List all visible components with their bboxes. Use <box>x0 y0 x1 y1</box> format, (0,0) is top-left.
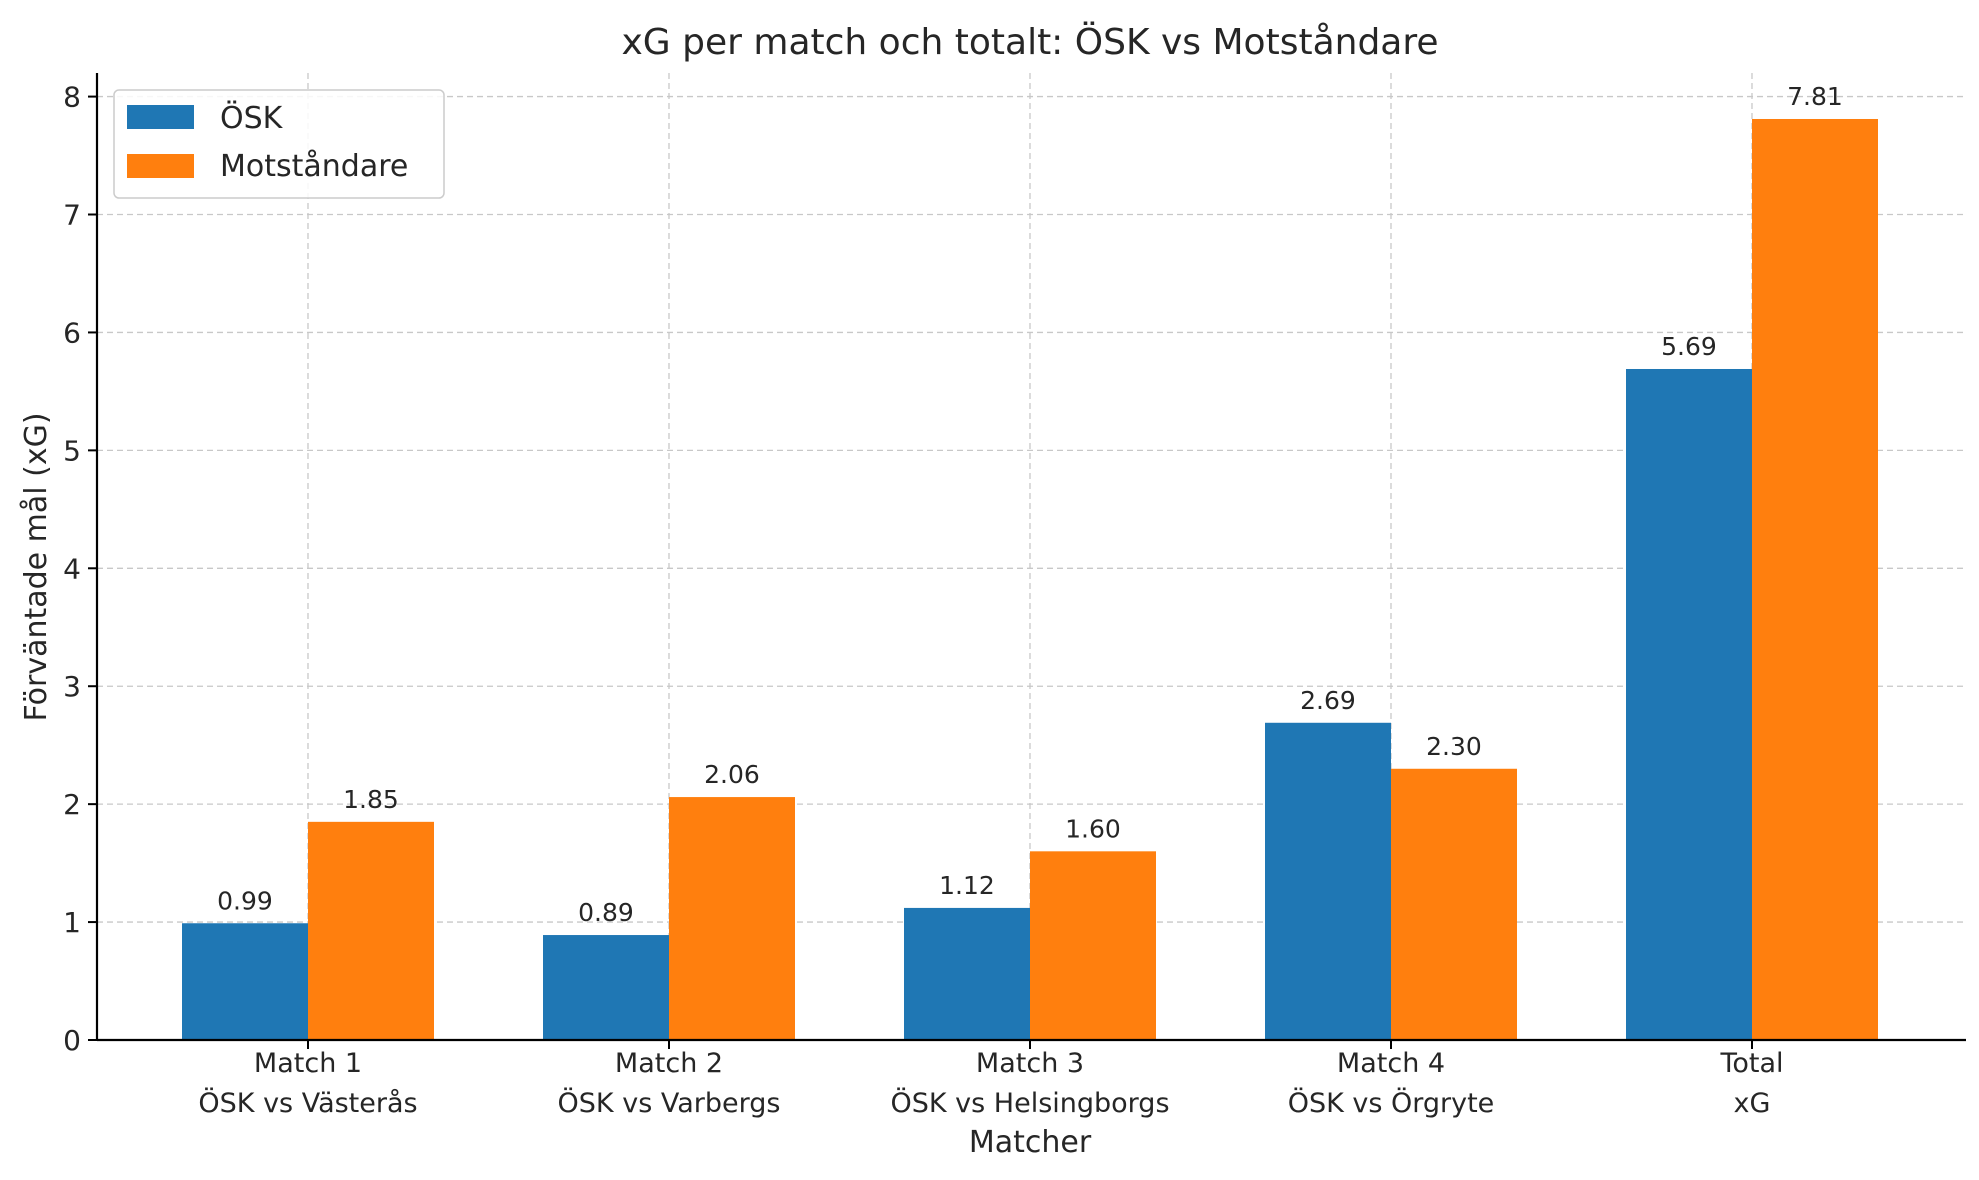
x-tick-label: Match 4 <box>1337 1048 1445 1079</box>
legend-frame <box>113 89 445 199</box>
legend-label-osk: ÖSK <box>220 100 284 136</box>
y-tick-label: 3 <box>63 670 81 703</box>
y-tick-label: 6 <box>63 316 81 349</box>
legend-swatch-osk <box>127 105 194 129</box>
y-tick-label: 8 <box>63 81 81 114</box>
bar-motstandare <box>669 797 795 1040</box>
bar-osk <box>543 935 669 1040</box>
bar-osk <box>182 923 308 1040</box>
value-label-osk: 2.69 <box>1300 686 1356 715</box>
legend-swatch-motstandare <box>127 154 194 178</box>
legend: ÖSK Motståndare <box>113 89 445 199</box>
x-ticks: Match 1 ÖSK vs Västerås Match 2 ÖSK vs Varb… <box>198 1040 1784 1119</box>
bar-motstandare <box>1030 851 1156 1040</box>
value-label-motstandare: 2.30 <box>1426 732 1482 761</box>
bar-osk <box>1626 368 1752 1040</box>
y-ticks: 0 1 2 3 4 5 6 7 8 <box>63 81 97 1057</box>
x-tick-label: ÖSK vs Västerås <box>198 1087 417 1119</box>
legend-label-motstandare: Motståndare <box>220 149 408 184</box>
y-tick-label: 7 <box>63 199 81 232</box>
y-tick-label: 5 <box>63 434 81 467</box>
value-label-osk: 5.69 <box>1661 332 1717 361</box>
y-tick-label: 4 <box>63 552 81 585</box>
value-label-osk: 0.99 <box>217 886 273 915</box>
value-label-motstandare: 7.81 <box>1787 82 1843 111</box>
bar-motstandare <box>308 821 434 1040</box>
x-tick-label: Match 2 <box>615 1048 723 1079</box>
bar-motstandare <box>1752 118 1878 1041</box>
bar-motstandare <box>1391 768 1517 1040</box>
x-tick-label: Match 1 <box>254 1048 362 1079</box>
x-tick-label: ÖSK vs Örgryte <box>1288 1087 1495 1119</box>
value-label-osk: 0.89 <box>578 898 634 927</box>
value-label-osk: 1.12 <box>939 871 995 900</box>
bars <box>182 118 1878 1041</box>
value-label-motstandare: 2.06 <box>704 760 760 789</box>
y-tick-label: 0 <box>63 1024 81 1057</box>
x-tick-label: ÖSK vs Varbergs <box>558 1087 781 1119</box>
y-tick-label: 2 <box>63 788 81 821</box>
y-tick-label: 1 <box>63 906 81 939</box>
bar-osk <box>1265 722 1391 1040</box>
chart-title: xG per match och totalt: ÖSK vs Motstånd… <box>621 21 1438 63</box>
y-axis-title: Förväntade mål (xG) <box>19 412 54 721</box>
x-tick-label: Total <box>1719 1048 1783 1079</box>
value-label-motstandare: 1.85 <box>343 785 399 814</box>
value-label-motstandare: 1.60 <box>1065 814 1121 843</box>
x-axis-title: Matcher <box>969 1125 1092 1160</box>
x-tick-label: ÖSK vs Helsingborgs <box>890 1087 1169 1119</box>
x-tick-label: Match 3 <box>976 1048 1084 1079</box>
x-tick-label: xG <box>1734 1088 1771 1119</box>
axes <box>95 73 1966 1042</box>
value-labels: 0.99 0.89 1.12 2.69 5.69 1.85 2.06 1.60 2.30 7.81 <box>217 82 1843 927</box>
bar-osk <box>904 907 1030 1040</box>
